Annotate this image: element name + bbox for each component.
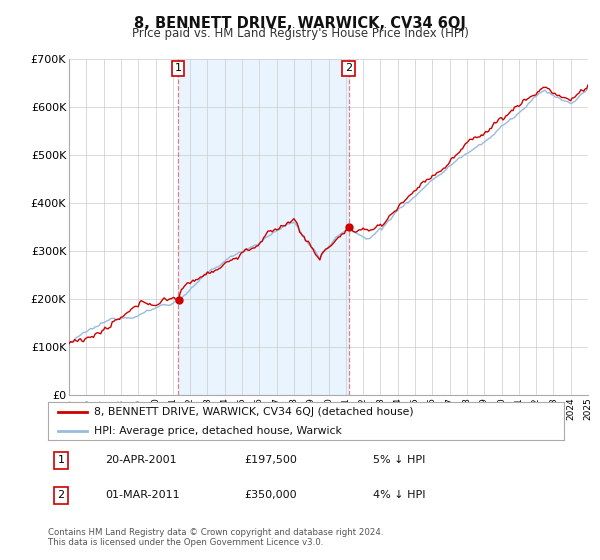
Text: 8, BENNETT DRIVE, WARWICK, CV34 6QJ (detached house): 8, BENNETT DRIVE, WARWICK, CV34 6QJ (det… bbox=[94, 407, 414, 417]
Text: £350,000: £350,000 bbox=[244, 490, 297, 500]
Text: Contains HM Land Registry data © Crown copyright and database right 2024.
This d: Contains HM Land Registry data © Crown c… bbox=[48, 528, 383, 547]
Text: 4% ↓ HPI: 4% ↓ HPI bbox=[373, 490, 425, 500]
Text: 5% ↓ HPI: 5% ↓ HPI bbox=[373, 455, 425, 465]
Text: Price paid vs. HM Land Registry's House Price Index (HPI): Price paid vs. HM Land Registry's House … bbox=[131, 27, 469, 40]
Text: 20-APR-2001: 20-APR-2001 bbox=[105, 455, 176, 465]
Text: 2: 2 bbox=[345, 63, 352, 73]
Bar bbox=[178, 59, 349, 395]
Text: £197,500: £197,500 bbox=[244, 455, 297, 465]
Text: HPI: Average price, detached house, Warwick: HPI: Average price, detached house, Warw… bbox=[94, 426, 343, 436]
Text: 8, BENNETT DRIVE, WARWICK, CV34 6QJ: 8, BENNETT DRIVE, WARWICK, CV34 6QJ bbox=[134, 16, 466, 31]
Text: 2: 2 bbox=[58, 490, 64, 500]
Text: 01-MAR-2011: 01-MAR-2011 bbox=[105, 490, 179, 500]
Text: 1: 1 bbox=[58, 455, 64, 465]
Text: 1: 1 bbox=[175, 63, 181, 73]
